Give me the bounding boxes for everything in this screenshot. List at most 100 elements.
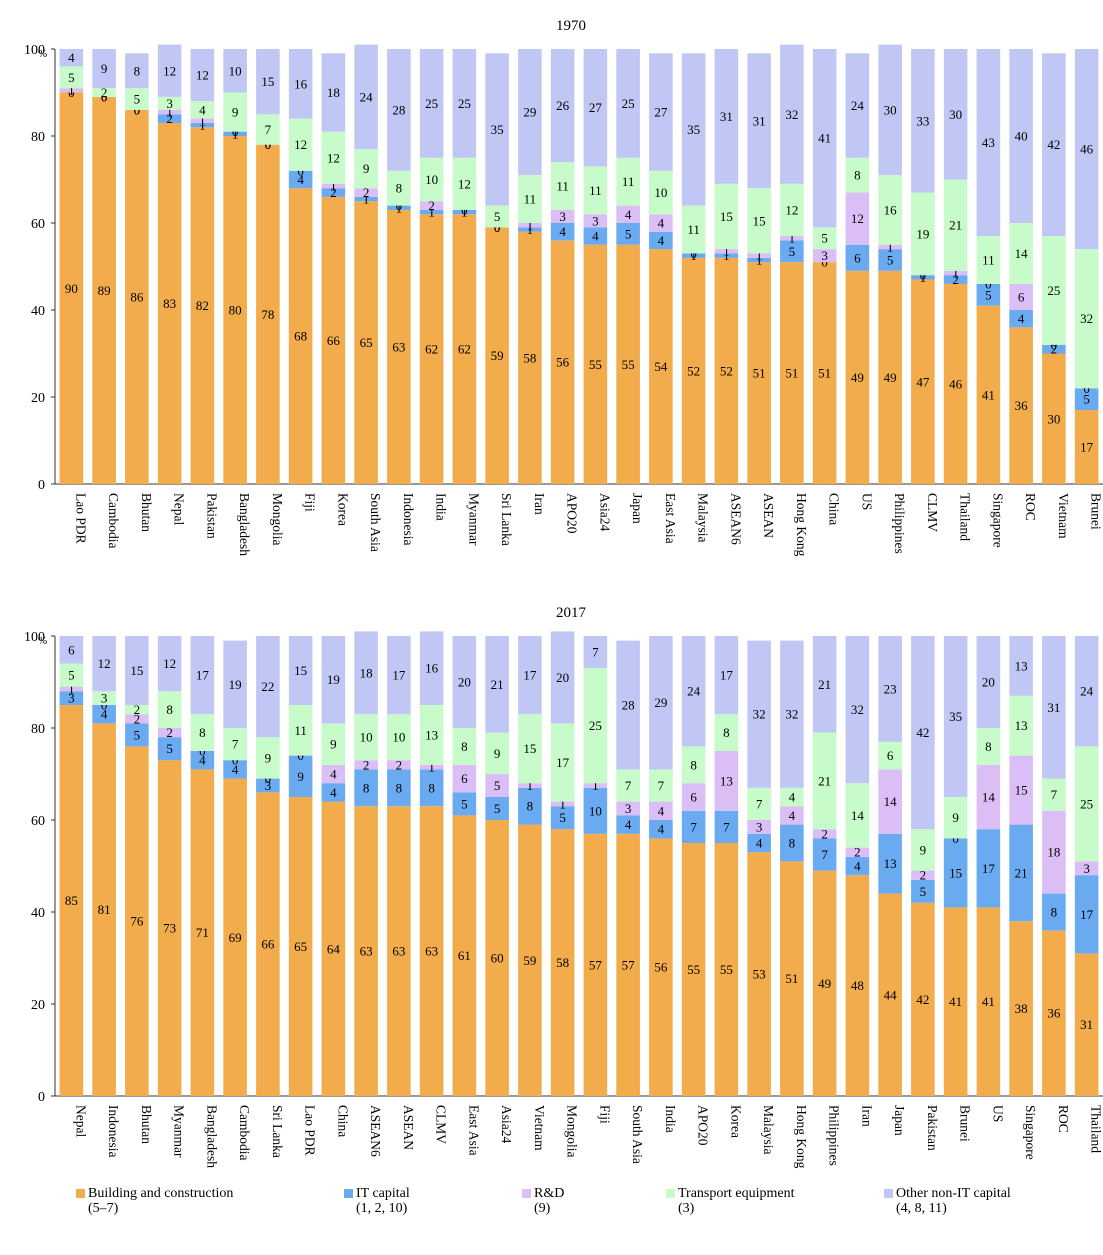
data-label: 32 [753,707,766,722]
category-label: Nepal [73,1105,88,1137]
data-label: 6 [1018,289,1025,304]
bar-transport-nepal [157,96,182,110]
category-label: Myanmar [172,1105,187,1158]
bar-transport-clmv [419,705,444,765]
data-label: 6 [854,250,861,265]
data-label: 25 [589,718,602,733]
bar-it-roc [1009,310,1033,328]
bar-building-nepal [59,705,84,1096]
data-label: 52 [687,363,700,378]
data-label: 59 [523,953,536,968]
data-label: 2 [854,845,861,860]
data-label: 3 [625,801,632,816]
data-label: 7 [232,737,239,752]
data-label: 19 [229,677,242,692]
bar-rd-india [419,201,444,210]
bar-transport-china [321,723,346,765]
data-label: 6 [68,642,75,657]
bar-transport-thailand [943,179,968,271]
data-label: 2 [920,868,927,883]
bar-building-mongolia [550,829,575,1096]
legend-swatch [76,1189,85,1198]
bar-stack-asean: 63 8 2 10 17 [387,636,411,1096]
data-label: 63 [360,944,373,959]
bar-building-asia24 [485,820,509,1096]
data-label: 12 [851,211,864,226]
legend-label: Building and construction [88,1186,234,1201]
data-label: 8 [428,780,435,795]
bar-building-bangladesh [190,769,215,1096]
data-label: 12 [294,137,307,152]
bar-it-korea [321,188,346,197]
data-label: 5 [494,209,501,224]
data-label: 17 [523,668,537,683]
bar-transport-korea [714,714,739,751]
bar-it-myanmar [452,209,477,215]
bar-building-mongolia [256,144,280,484]
bar-rd-korea [714,751,739,811]
bar-it-south-asia [616,815,640,834]
bar-transport-japan [616,157,640,206]
data-label: 5 [494,801,501,816]
data-label: 18 [1047,845,1060,860]
bar-building-bangladesh [223,136,247,484]
data-label: 2 [396,757,403,772]
bar-other-mongolia [550,631,575,724]
data-label: 11 [524,192,537,207]
bar-other-malaysia [681,53,706,206]
bar-it-roc [1042,893,1066,931]
bar-transport-brunei [1074,249,1099,389]
data-label: 16 [294,76,308,91]
bar-stack-indonesia: 6310828 [387,49,411,484]
data-label: 66 [327,333,341,348]
data-label: 4 [199,102,206,117]
bar-it-myanmar [157,737,182,761]
data-label: 25 [622,96,635,111]
data-label: 35 [491,122,504,137]
bar-it-nepal [157,114,182,123]
data-label: 4 [658,822,665,837]
data-label: 21 [1015,865,1028,880]
data-label: 2 [363,185,370,200]
bar-it-asean6 [714,253,739,258]
data-label: 15 [720,209,733,224]
y-tick-label: 0 [38,1090,45,1105]
bar-stack-thailand: 46 21 21 30 [943,49,968,484]
bar-other-korea [321,53,346,132]
bar-stack-nepal: 85 315 6 [59,636,84,1096]
data-label: 14 [851,808,865,823]
bar-building-myanmar [452,214,477,485]
bar-stack-mongolia: 7800715 [256,49,280,484]
data-label: 9 [952,810,959,825]
bar-stack-south-asia: 57 43 7 28 [616,640,640,1096]
bar-stack-apo20: 56 43 11 26 [550,49,575,484]
bar-transport-lao-pdr [59,66,84,89]
data-label: 1 [887,239,894,254]
bar-stack-sri-lanka: 6630922 [256,636,280,1096]
bar-stack-east-asia: 61 5 6 8 20 [452,636,477,1096]
data-label: 6 [690,790,697,805]
bar-it-indonesia [387,205,411,210]
bar-transport-bhutan [125,88,149,110]
data-label: 4 [592,229,599,244]
data-label: 26 [556,98,570,113]
data-label: 63 [425,944,438,959]
data-label: 6 [461,771,468,786]
data-label: 2 [166,725,173,740]
category-label: Bangladesh [237,493,252,556]
y-tick-label: 20 [31,998,45,1013]
bar-rd-south-asia [616,801,640,816]
data-label: 4 [789,790,796,805]
bar-it-asia24 [485,797,509,820]
category-label: Iran [859,1105,874,1127]
category-label: Hong Kong [794,493,809,557]
category-label: Malaysia [761,1105,776,1155]
bar-other-south-asia [354,44,378,150]
data-label: 13 [884,856,897,871]
category-label: Japan [892,1105,907,1136]
bar-stack-roc: 36 4 6 14 40 [1009,49,1033,484]
data-label: 8 [854,168,861,183]
bar-building-pakistan [911,902,935,1096]
legend-code: (4, 8, 11) [896,1201,947,1216]
bar-other-bangladesh [223,49,247,93]
